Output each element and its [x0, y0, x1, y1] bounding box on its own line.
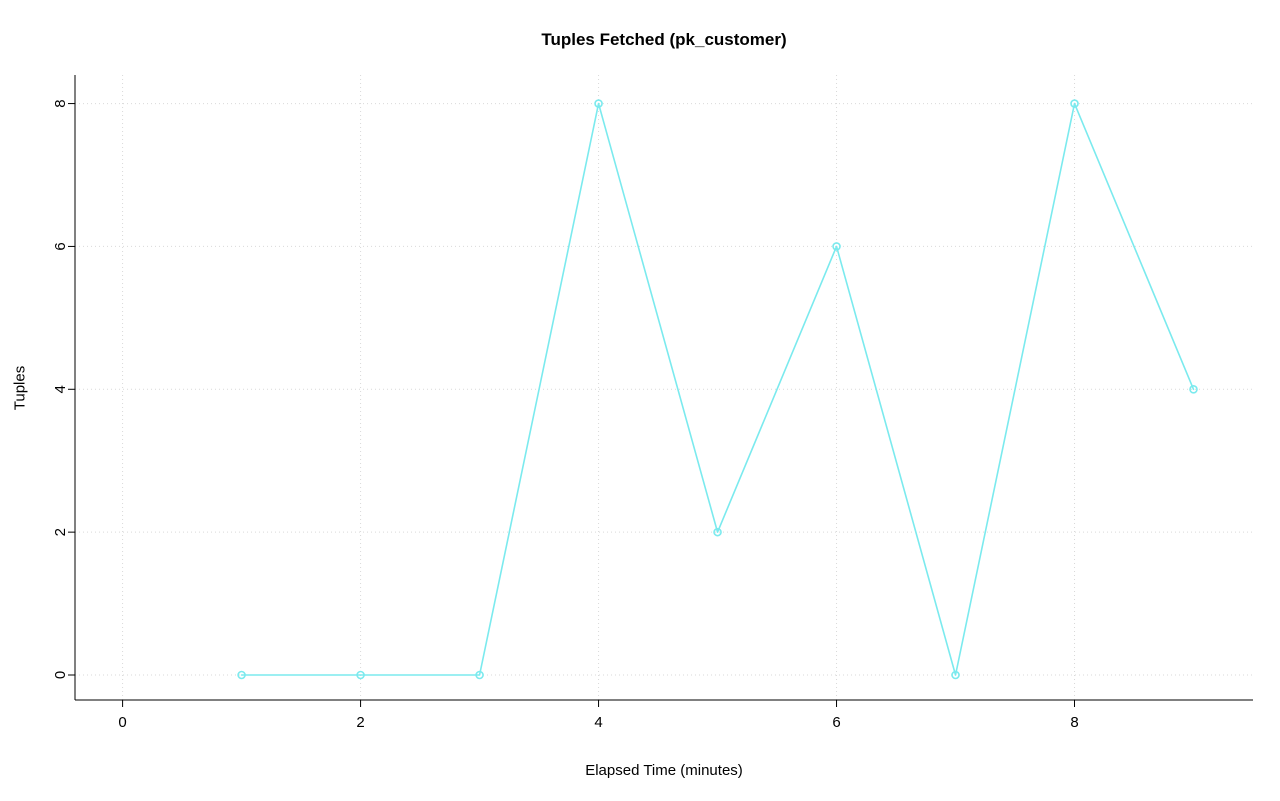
y-tick-label: 6	[52, 242, 69, 250]
y-tick-label: 0	[52, 671, 69, 679]
x-tick-label: 2	[356, 714, 364, 731]
data-point	[951, 670, 960, 680]
x-tick-label: 6	[832, 714, 840, 731]
data-point	[594, 99, 603, 108]
data-point	[832, 242, 841, 251]
data-point	[1070, 99, 1079, 108]
x-tick-label: 0	[118, 714, 126, 731]
data-point	[475, 670, 484, 680]
x-tick-label: 4	[594, 714, 602, 731]
data-point	[356, 670, 365, 680]
y-tick-label: 4	[52, 385, 69, 393]
y-tick-label: 2	[52, 528, 69, 536]
data-line	[240, 102, 1195, 676]
data-point	[1189, 384, 1198, 394]
data-point	[713, 527, 722, 537]
x-axis-label: Elapsed Time (minutes)	[585, 762, 743, 779]
y-tick-label: 8	[52, 99, 69, 107]
chart-title: Tuples Fetched (pk_customer)	[541, 30, 787, 49]
x-tick-label: 8	[1070, 714, 1078, 731]
y-axis-label: Tuples	[11, 365, 29, 411]
data-point	[237, 670, 246, 680]
